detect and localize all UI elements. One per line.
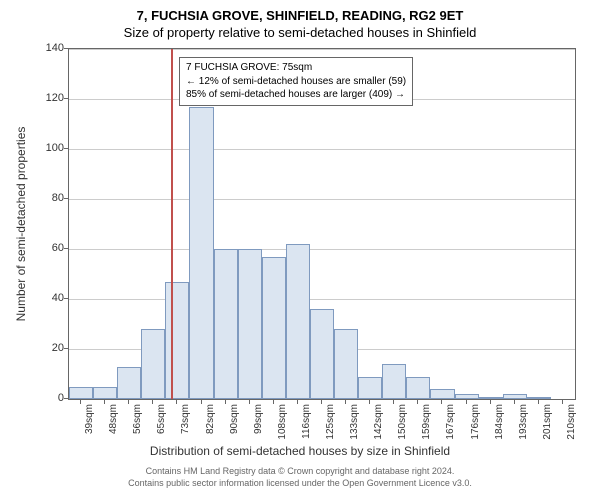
gridline: [69, 299, 575, 300]
gridline: [69, 49, 575, 50]
histogram-bar: [238, 249, 262, 399]
histogram-bar: [503, 394, 527, 399]
plot-area: 7 FUCHSIA GROVE: 75sqm ← 12% of semi-det…: [68, 48, 576, 400]
histogram-bar: [165, 282, 189, 400]
footer-line1: Contains HM Land Registry data © Crown c…: [0, 466, 600, 478]
histogram-bar: [310, 309, 334, 399]
annotation-line3: 85% of semi-detached houses are larger (…: [186, 88, 406, 102]
histogram-bar: [479, 397, 503, 400]
x-tick-mark: [538, 400, 539, 404]
x-tick-mark: [321, 400, 322, 404]
x-tick-mark: [273, 400, 274, 404]
histogram-bar: [382, 364, 406, 399]
histogram-bar: [455, 394, 479, 399]
x-tick-mark: [176, 400, 177, 404]
y-tick-mark: [64, 98, 68, 99]
gridline: [69, 249, 575, 250]
x-tick-label: 125sqm: [325, 404, 336, 440]
x-tick-label: 150sqm: [397, 404, 408, 440]
x-tick-mark: [393, 400, 394, 404]
x-tick-mark: [562, 400, 563, 404]
x-axis-label: Distribution of semi-detached houses by …: [0, 444, 600, 458]
annotation-line1: 7 FUCHSIA GROVE: 75sqm: [186, 61, 406, 75]
x-tick-label: 82sqm: [205, 404, 216, 434]
y-tick-mark: [64, 198, 68, 199]
y-axis-label: Number of semi-detached properties: [14, 29, 28, 224]
x-tick-label: 65sqm: [156, 404, 167, 434]
x-tick-label: 184sqm: [494, 404, 505, 440]
histogram-bar: [93, 387, 117, 400]
footer-text: Contains HM Land Registry data © Crown c…: [0, 466, 600, 489]
y-tick-mark: [64, 148, 68, 149]
x-tick-mark: [104, 400, 105, 404]
annotation-line2: ← 12% of semi-detached houses are smalle…: [186, 75, 406, 89]
y-tick-mark: [64, 398, 68, 399]
gridline: [69, 199, 575, 200]
x-tick-label: 176sqm: [470, 404, 481, 440]
y-tick-label: 0: [34, 392, 64, 404]
x-tick-label: 159sqm: [421, 404, 432, 440]
x-tick-label: 56sqm: [132, 404, 143, 434]
x-tick-mark: [249, 400, 250, 404]
x-tick-label: 108sqm: [277, 404, 288, 440]
x-tick-label: 90sqm: [229, 404, 240, 434]
y-tick-label: 60: [34, 242, 64, 254]
marker-line: [171, 49, 173, 399]
x-tick-mark: [466, 400, 467, 404]
chart-title-line1: 7, FUCHSIA GROVE, SHINFIELD, READING, RG…: [0, 0, 600, 23]
x-tick-label: 48sqm: [108, 404, 119, 434]
x-tick-mark: [345, 400, 346, 404]
histogram-bar: [358, 377, 382, 400]
histogram-bar: [406, 377, 430, 400]
x-tick-mark: [225, 400, 226, 404]
histogram-bar: [334, 329, 358, 399]
x-tick-label: 193sqm: [518, 404, 529, 440]
x-tick-mark: [201, 400, 202, 404]
histogram-bar: [286, 244, 310, 399]
x-tick-label: 73sqm: [180, 404, 191, 434]
x-tick-label: 39sqm: [84, 404, 95, 434]
x-tick-label: 133sqm: [349, 404, 360, 440]
y-tick-label: 120: [34, 92, 64, 104]
x-tick-mark: [490, 400, 491, 404]
annotation-box: 7 FUCHSIA GROVE: 75sqm ← 12% of semi-det…: [179, 57, 413, 106]
y-tick-label: 80: [34, 192, 64, 204]
x-tick-label: 201sqm: [542, 404, 553, 440]
y-tick-mark: [64, 298, 68, 299]
y-tick-mark: [64, 48, 68, 49]
histogram-bar: [262, 257, 286, 400]
x-tick-label: 210sqm: [566, 404, 577, 440]
y-tick-label: 20: [34, 342, 64, 354]
histogram-bar: [69, 387, 93, 400]
y-tick-mark: [64, 348, 68, 349]
x-tick-mark: [417, 400, 418, 404]
x-tick-mark: [80, 400, 81, 404]
y-tick-label: 40: [34, 292, 64, 304]
x-tick-label: 116sqm: [301, 404, 312, 439]
x-tick-mark: [128, 400, 129, 404]
x-tick-mark: [514, 400, 515, 404]
histogram-bar: [189, 107, 213, 400]
y-tick-label: 140: [34, 42, 64, 54]
x-tick-label: 167sqm: [445, 404, 456, 440]
x-tick-mark: [152, 400, 153, 404]
x-tick-mark: [441, 400, 442, 404]
x-tick-label: 142sqm: [373, 404, 384, 440]
chart-title-line2: Size of property relative to semi-detach…: [0, 23, 600, 44]
histogram-bar: [430, 389, 454, 399]
footer-line2: Contains public sector information licen…: [0, 478, 600, 490]
y-tick-label: 100: [34, 142, 64, 154]
histogram-bar: [117, 367, 141, 400]
histogram-bar: [214, 249, 238, 399]
histogram-bar: [141, 329, 165, 399]
chart-container: 7, FUCHSIA GROVE, SHINFIELD, READING, RG…: [0, 0, 600, 500]
x-tick-mark: [369, 400, 370, 404]
x-tick-mark: [297, 400, 298, 404]
gridline: [69, 149, 575, 150]
x-tick-label: 99sqm: [253, 404, 264, 434]
histogram-bar: [527, 397, 551, 400]
y-tick-mark: [64, 248, 68, 249]
